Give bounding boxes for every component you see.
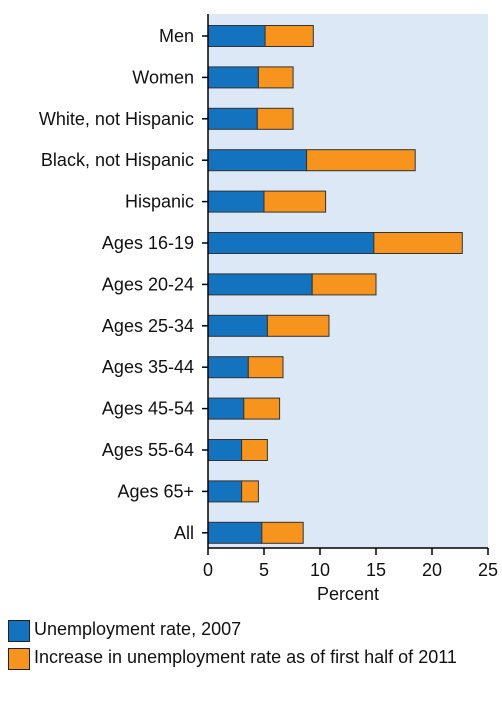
- bar-all-2007: [207, 521, 263, 544]
- chart: Men Women White, not Hispanic Black, not Hi…: [39, 14, 498, 604]
- legend-label-2007: Unemployment rate, 2007: [34, 619, 242, 639]
- bar-white-not-hispanic-2007: [207, 107, 258, 130]
- x-tick-label-15: 15: [366, 560, 386, 580]
- x-tick-label-20: 20: [422, 560, 442, 580]
- bar-ages-25-34-2007: [207, 314, 268, 337]
- y-tick-label-all: All: [174, 523, 194, 543]
- bar-ages-45-54-2007: [207, 397, 245, 420]
- x-tick-label-5: 5: [259, 560, 269, 580]
- x-tick-label-25: 25: [478, 560, 498, 580]
- bar-ages-55-64-increase: [241, 439, 268, 461]
- bar-ages-16-19-2007: [207, 232, 375, 254]
- legend-swatch-increase: [8, 648, 30, 670]
- bar-ages-25-34-increase: [266, 314, 330, 337]
- y-tick-label-ages-55-64: Ages 55-64: [102, 440, 194, 460]
- y-tick-label-ages-65: Ages 65+: [117, 481, 194, 501]
- bar-ages-20-24-increase: [311, 273, 377, 296]
- bar-all-increase: [261, 521, 304, 544]
- legend: Unemployment rate, 2007 Increase in unem…: [8, 620, 478, 676]
- bar-ages-16-19-increase: [373, 232, 463, 254]
- x-axis-label: Percent: [317, 584, 379, 604]
- bar-women-increase: [257, 66, 294, 89]
- legend-label-increase: Increase in unemployment rate as of firs…: [34, 647, 457, 667]
- y-tick-label-hispanic: Hispanic: [125, 192, 194, 212]
- bar-women-2007: [207, 66, 259, 89]
- y-tick-label-men: Men: [159, 26, 194, 46]
- bar-men-2007: [207, 25, 266, 47]
- bar-ages-45-54-increase: [243, 397, 281, 420]
- bar-men-increase: [264, 25, 314, 47]
- bar-black-not-hispanic-increase: [306, 149, 416, 172]
- bar-ages-35-44-increase: [247, 356, 284, 379]
- legend-item-increase: Increase in unemployment rate as of firs…: [8, 648, 478, 670]
- bar-black-not-hispanic-2007: [207, 149, 308, 172]
- y-tick-label-ages-20-24: Ages 20-24: [102, 274, 194, 294]
- bar-hispanic-increase: [263, 190, 327, 213]
- bar-hispanic-2007: [207, 190, 265, 213]
- y-tick-label-ages-25-34: Ages 25-34: [102, 316, 194, 336]
- bar-ages-55-64-2007: [207, 439, 243, 461]
- x-tick-label-10: 10: [310, 560, 330, 580]
- y-tick-label-women: Women: [132, 67, 194, 87]
- y-tick-label-ages-35-44: Ages 35-44: [102, 357, 194, 377]
- y-tick-label-black-not-hispanic: Black, not Hispanic: [41, 150, 194, 170]
- y-tick-label-ages-45-54: Ages 45-54: [102, 399, 194, 419]
- legend-item-2007: Unemployment rate, 2007: [8, 620, 478, 642]
- axes-layer: Men Women White, not Hispanic Black, not Hi…: [39, 14, 498, 580]
- y-tick-label-ages-16-19: Ages 16-19: [102, 233, 194, 253]
- x-tick-label-0: 0: [203, 560, 213, 580]
- legend-swatch-2007: [8, 620, 30, 642]
- bar-ages-20-24-2007: [207, 273, 313, 296]
- bar-ages-35-44-2007: [207, 356, 249, 379]
- y-tick-label-white-not-hispanic: White, not Hispanic: [39, 109, 194, 129]
- bar-ages-65-2007: [207, 480, 243, 503]
- bar-white-not-hispanic-increase: [256, 107, 294, 130]
- bar-ages-65-increase: [241, 480, 259, 503]
